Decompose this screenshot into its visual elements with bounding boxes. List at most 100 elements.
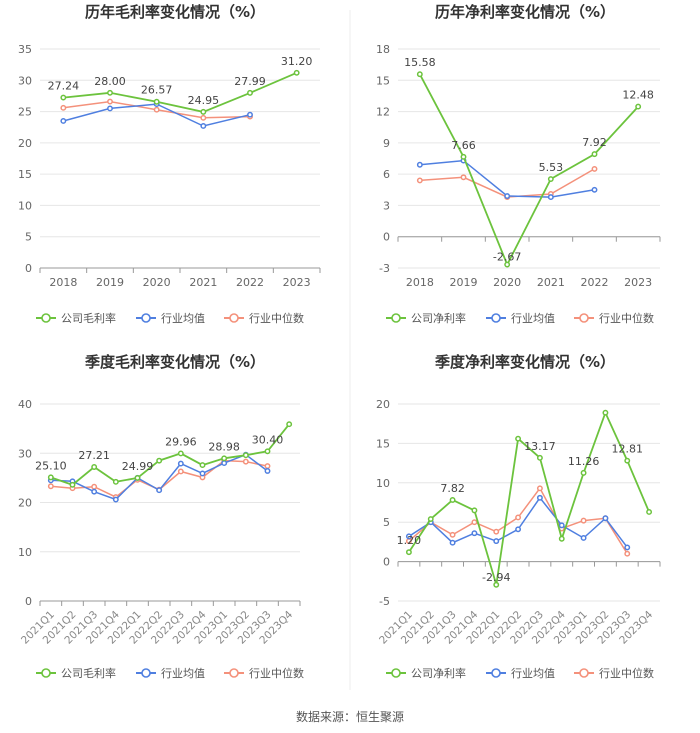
data-point-industry_median [60, 104, 67, 111]
data-point-company [580, 469, 587, 476]
data-label: 1.20 [397, 534, 422, 547]
data-point-company [199, 462, 206, 469]
data-label: 28.00 [94, 75, 126, 88]
data-label: 7.82 [440, 482, 465, 495]
y-tick-label: 6 [383, 168, 390, 181]
data-point-company [460, 153, 467, 160]
data-point-industry_median [493, 528, 500, 535]
chart-panel-3: 季度毛利率变化情况（%）0102030402021Q12021Q22021Q32… [18, 353, 304, 680]
legend-marker [229, 313, 239, 323]
data-point-company [247, 89, 253, 96]
data-point-industry_avg [91, 488, 98, 495]
data-point-company [635, 103, 642, 110]
y-tick-label: 18 [376, 43, 390, 56]
data-point-industry_avg [471, 530, 478, 537]
data-point-industry_median [624, 550, 631, 557]
data-point-company [60, 94, 67, 101]
x-tick-label: 2023 [624, 276, 652, 289]
legend-label: 公司净利率 [411, 666, 466, 680]
data-point-company [153, 98, 160, 105]
data-label: 27.21 [78, 449, 110, 462]
data-label: 25.10 [35, 459, 67, 472]
x-tick-label: 2018 [49, 276, 77, 289]
data-label: -2.67 [493, 251, 521, 264]
x-tick-label: 2020 [493, 276, 521, 289]
legend: 公司毛利率 行业均值 行业中位数 [36, 666, 304, 680]
y-tick-label: 35 [18, 43, 32, 56]
y-tick-label: 20 [18, 137, 32, 150]
data-point-industry_avg [60, 118, 67, 124]
data-point-industry_avg [247, 111, 253, 118]
legend-label: 行业中位数 [599, 666, 654, 680]
data-point-industry_avg [504, 193, 511, 199]
legend: 公司净利率 行业均值 行业中位数 [386, 666, 654, 680]
data-point-industry_avg [177, 460, 184, 467]
legend-label: 公司净利率 [411, 311, 466, 325]
y-tick-label: 30 [18, 74, 32, 87]
data-point-industry_avg [558, 522, 565, 529]
data-point-company [69, 481, 76, 488]
data-source-note: 数据来源：恒生聚源 [295, 710, 404, 724]
legend-label: 行业均值 [161, 667, 205, 680]
data-point-industry_avg [449, 539, 456, 546]
legend-marker [579, 668, 589, 678]
x-tick-label: 2019 [450, 276, 478, 289]
data-point-company [602, 409, 609, 416]
data-point-industry_median [153, 106, 160, 113]
data-point-company [515, 435, 522, 442]
y-tick-label: 0 [383, 231, 390, 244]
legend-item-company: 公司毛利率 [36, 311, 116, 325]
data-point-industry_median [591, 165, 598, 172]
chart-panel-2: 历年净利率变化情况（%） -3 0 3 6 9 12 15 18 2018 2019 2020 2021… [376, 3, 661, 325]
legend-marker [141, 313, 151, 323]
data-label: 5.53 [539, 161, 564, 174]
data-point-industry_median [515, 514, 522, 521]
data-point-company [200, 108, 207, 115]
data-label: 24.99 [122, 460, 154, 473]
data-point-industry_avg [493, 538, 500, 545]
data-point-industry_avg [536, 494, 543, 501]
chart-title: 季度毛利率变化情况（%） [85, 353, 265, 371]
legend-item-industry_avg: 行业均值 [136, 667, 205, 680]
data-point-industry_avg [199, 470, 206, 477]
data-label: 24.95 [188, 94, 220, 107]
legend-label: 行业均值 [161, 312, 205, 325]
data-point-company [242, 452, 249, 459]
data-point-company [471, 507, 478, 514]
y-tick-label: 0 [25, 262, 32, 275]
y-tick-label: 5 [383, 516, 390, 529]
data-point-industry_avg [602, 515, 609, 522]
y-tick-label: 10 [18, 199, 32, 212]
y-tick-label: 25 [18, 106, 32, 119]
legend-marker [141, 668, 151, 678]
x-tick-label: 2019 [96, 276, 124, 289]
legend-marker [579, 313, 589, 323]
data-point-company [112, 478, 119, 485]
data-point-industry_median [47, 483, 54, 490]
data-point-company [427, 516, 434, 522]
legend-label: 行业均值 [511, 312, 555, 325]
data-point-industry_median [200, 114, 207, 121]
data-point-company [91, 464, 98, 470]
data-point-company [646, 509, 653, 515]
x-tick-label: 2018 [406, 276, 434, 289]
data-label: 7.66 [451, 139, 476, 152]
y-tick-label: 9 [383, 137, 390, 150]
y-tick-label: -5 [379, 595, 390, 608]
data-point-company [293, 69, 300, 76]
data-point-industry_avg [221, 460, 228, 467]
x-tick-label: 2022 [236, 276, 264, 289]
series-line-company [50, 423, 290, 486]
y-tick-label: 0 [383, 556, 390, 569]
data-point-company [405, 549, 412, 556]
legend-marker [391, 668, 401, 678]
data-point-company [156, 457, 163, 464]
data-point-company [504, 261, 511, 268]
data-label: 12.48 [622, 89, 654, 102]
data-point-industry_avg [200, 123, 207, 129]
data-point-company [134, 474, 141, 481]
legend-label: 行业中位数 [249, 311, 304, 325]
legend: 公司净利率 行业均值 行业中位数 [386, 311, 654, 325]
legend-marker [41, 668, 51, 678]
